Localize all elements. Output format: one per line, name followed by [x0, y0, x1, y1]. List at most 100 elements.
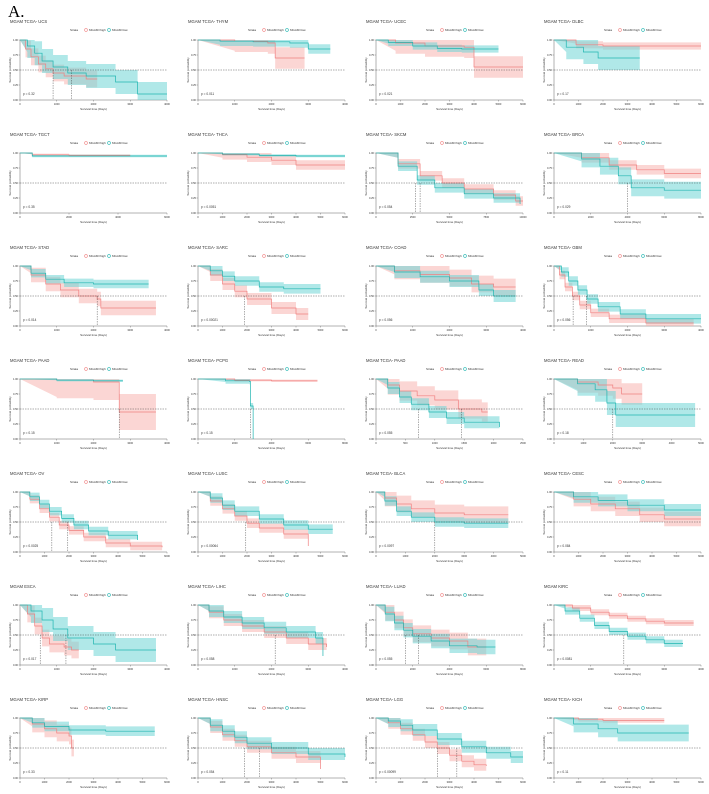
legend-title: Strata [248, 480, 256, 484]
y-tick-label: 0.25 [13, 422, 19, 426]
x-axis-label: Survival time (Days) [80, 446, 107, 450]
legend-low-label: MGAM=low [290, 706, 306, 710]
panel-title: MGAM TCGA- UCS [10, 19, 47, 24]
x-tick-label: 2000 [625, 328, 631, 332]
x-tick-label: 4000 [293, 215, 299, 219]
legend: Strata MGAM=high MGAM=low [426, 706, 484, 710]
legend: Strata MGAM=high MGAM=low [604, 367, 662, 371]
x-tick-label: 2000 [91, 441, 97, 445]
y-tick-label: 0.00 [369, 437, 375, 441]
y-tick-label: 1.00 [369, 377, 375, 381]
x-tick-label: 0 [197, 328, 199, 332]
p-value: p = 0.055 [379, 431, 393, 435]
legend-high-label: MGAM=high [623, 706, 640, 710]
legend-high-label: MGAM=high [445, 480, 462, 484]
survival-curve-low [20, 491, 138, 540]
y-tick-label: 0.25 [547, 535, 553, 539]
y-tick-label: 0.50 [547, 746, 553, 750]
y-axis-label: Survival probability [364, 170, 368, 196]
panel-title: MGAM TCGA- PCPG [188, 358, 228, 363]
y-tick-label: 1.00 [547, 603, 553, 607]
y-tick-label: 0.00 [369, 211, 375, 215]
legend: Strata MGAM=high MGAM=low [604, 28, 662, 32]
legend: Strata MGAM=high MGAM=low [70, 367, 128, 371]
panel-title: MGAM TCGA- COAD [366, 245, 406, 250]
x-tick-label: 6000 [342, 215, 348, 219]
x-tick-label: 3000 [127, 102, 133, 106]
x-tick-label: 1000 [432, 441, 438, 445]
legend-high-swatch [84, 706, 88, 710]
x-tick-label: 3000 [269, 328, 275, 332]
km-panel: MGAM TCGA- GBM Strata MGAM=high MGAM=low 0.0… [542, 245, 704, 337]
legend-high-label: MGAM=high [623, 141, 640, 145]
legend-title: Strata [604, 593, 612, 597]
legend-low-swatch [285, 367, 289, 371]
p-value: p = 0.0097 [379, 544, 394, 548]
x-tick-label: 2000 [588, 215, 594, 219]
legend-high-label: MGAM=high [267, 480, 284, 484]
x-tick-label: 5000 [674, 102, 680, 106]
y-tick-label: 1.00 [13, 264, 19, 268]
legend-high-label: MGAM=high [445, 706, 462, 710]
x-tick-label: 4000 [698, 328, 704, 332]
panel-title: MGAM KIRC [544, 584, 568, 589]
x-tick-label: 0 [197, 215, 199, 219]
legend-high-label: MGAM=high [623, 480, 640, 484]
legend-low-label: MGAM=low [468, 367, 484, 371]
ci-band-high [376, 718, 487, 772]
x-tick-label: 6000 [661, 215, 667, 219]
x-tick-label: 6000 [483, 667, 489, 671]
legend-low-swatch [285, 141, 289, 145]
panel-title: MGAM TCGA- LIHC [188, 584, 226, 589]
y-tick-label: 0.00 [191, 550, 197, 554]
km-panel: MGAM TCGA- KICH Strata MGAM=high MGAM=low 0.… [542, 697, 704, 789]
legend: Strata MGAM=high MGAM=low [248, 367, 306, 371]
panel-title: MGAM TCGA- CESC [544, 471, 584, 476]
survival-curve-low [198, 265, 321, 290]
p-value: p = 0.0081 [557, 657, 572, 661]
ci-band-low [198, 605, 323, 662]
legend-low-swatch [463, 706, 467, 710]
x-tick-label: 8000 [520, 667, 526, 671]
panel-title: MGAM TCGA- STAD [10, 245, 49, 250]
y-tick-label: 0.75 [191, 392, 197, 396]
legend: Strata MGAM=high MGAM=low [426, 28, 484, 32]
y-axis-label: Survival probability [186, 396, 190, 422]
x-axis-label: Survival time (Days) [258, 107, 285, 111]
legend-low-label: MGAM=low [112, 28, 128, 32]
x-tick-label: 1000 [410, 328, 416, 332]
survival-curve-low [198, 378, 254, 439]
legend-low-label: MGAM=low [112, 254, 128, 258]
x-tick-label: 6000 [698, 780, 704, 784]
legend-high-swatch [618, 593, 622, 597]
y-tick-label: 0.25 [369, 309, 375, 313]
survival-curve-low [20, 39, 167, 95]
x-tick-label: 3000 [91, 554, 97, 558]
x-tick-label: 2000 [244, 215, 250, 219]
y-tick-label: 0.00 [13, 437, 19, 441]
legend-high-label: MGAM=high [445, 141, 462, 145]
legend-low-swatch [641, 28, 645, 32]
survival-curve-high [20, 265, 156, 309]
y-tick-label: 1.00 [369, 151, 375, 155]
y-axis-label: Survival probability [8, 735, 12, 761]
x-tick-label: 0 [553, 215, 555, 219]
x-tick-label: 2000 [244, 328, 250, 332]
legend-high-label: MGAM=high [445, 593, 462, 597]
legend-low-label: MGAM=low [646, 141, 662, 145]
x-tick-label: 0 [197, 441, 199, 445]
y-tick-label: 0.50 [13, 407, 19, 411]
y-axis-label: Survival probability [8, 283, 12, 309]
y-tick-label: 1.00 [191, 490, 197, 494]
y-axis-label: Survival probability [186, 57, 190, 83]
p-value: p = 0.014 [23, 318, 37, 322]
x-tick-label: 3000 [127, 328, 133, 332]
y-tick-label: 0.25 [191, 309, 197, 313]
y-tick-label: 1.00 [369, 264, 375, 268]
x-tick-label: 2500 [520, 441, 526, 445]
x-tick-label: 1000 [54, 441, 60, 445]
y-tick-label: 0.25 [13, 83, 19, 87]
km-panel: MGAM TCGA- CESC Strata MGAM=high MGAM=low 0.… [542, 471, 704, 563]
y-tick-label: 0.75 [191, 731, 197, 735]
y-tick-label: 0.75 [13, 505, 19, 509]
